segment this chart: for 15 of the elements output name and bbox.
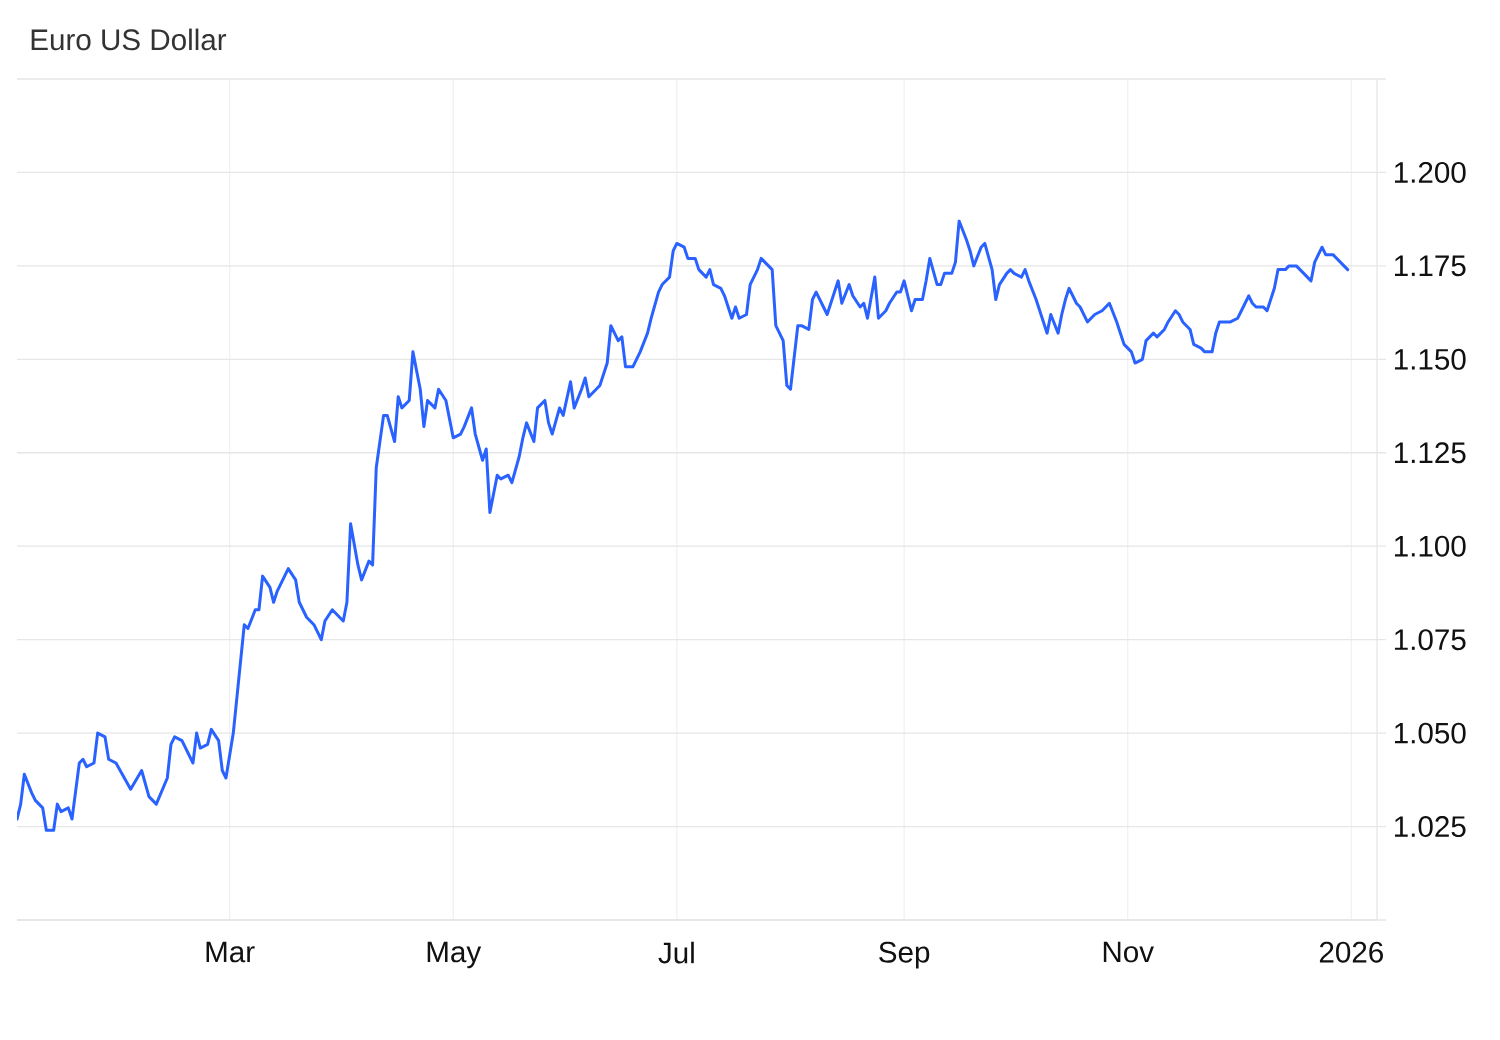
x-tick-label: May (427, 941, 482, 969)
chart-title: Euro US Dollar (31, 28, 227, 51)
y-tick-label: 1.075 (1394, 629, 1466, 651)
y-tick-label: 1.050 (1394, 722, 1466, 744)
x-tick-label: Mar (206, 941, 255, 963)
y-tick-label: 1.100 (1394, 535, 1466, 557)
y-tick-label: 1.175 (1394, 255, 1466, 277)
x-tick-label: Sep (879, 941, 930, 969)
y-tick-label: 1.025 (1394, 816, 1466, 838)
y-tick-label: 1.150 (1394, 348, 1466, 370)
y-tick-label: 1.200 (1394, 161, 1466, 183)
y-tick-label: 1.125 (1394, 442, 1466, 464)
x-tick-label: Nov (1103, 941, 1154, 963)
x-tick-label: 2026 (1319, 941, 1383, 963)
x-tick-label: Jul (658, 941, 694, 964)
